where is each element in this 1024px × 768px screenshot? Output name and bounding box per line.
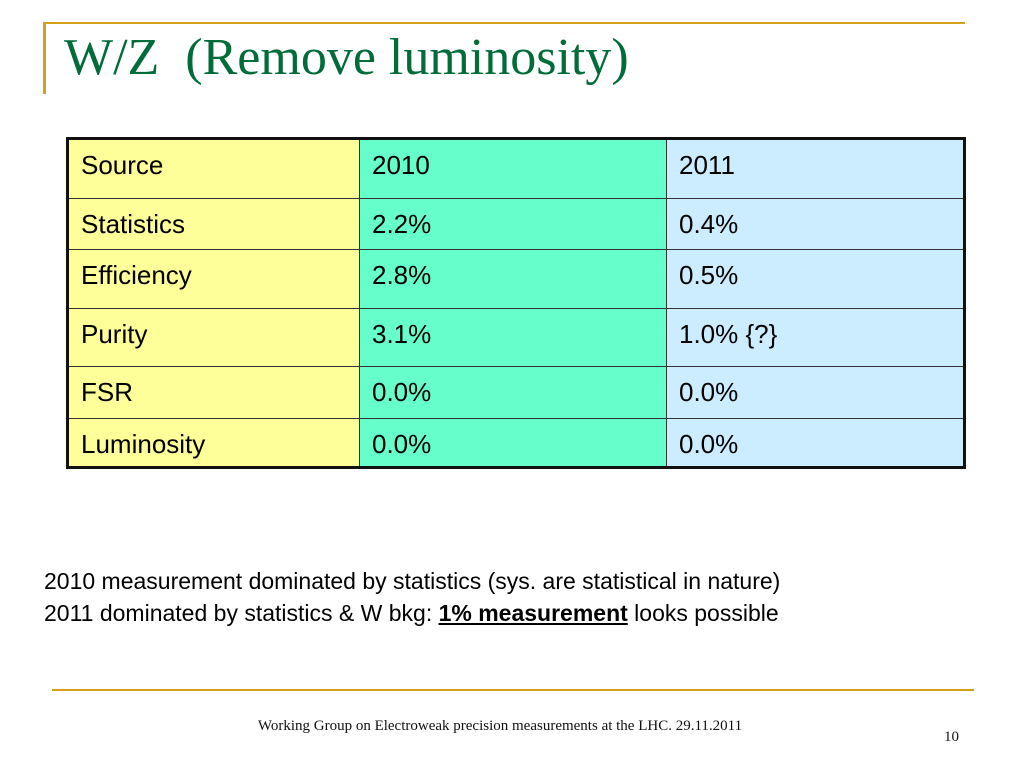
line2-prefix: 2011 dominated by statistics & W bkg: [44, 600, 439, 626]
footer-text: Working Group on Electroweak precision m… [257, 718, 743, 734]
row-source: Efficiency [67, 249, 360, 309]
row-2011: 0.4% [666, 198, 965, 250]
row-2010: 2.2% [359, 198, 667, 250]
row-2010: 0.0% [359, 366, 667, 419]
line2-suffix: looks possible [627, 600, 779, 626]
left-accent-line [43, 22, 46, 94]
conclusion-line-2: 2011 dominated by statistics & W bkg: 1%… [44, 597, 780, 629]
table-row: Luminosity 0.0% 0.0% [67, 418, 965, 468]
table-row: Purity 3.1% 1.0% {?} [67, 308, 965, 367]
header-2011: 2011 [666, 138, 965, 199]
slide-title: W/Z (Remove luminosity) [64, 29, 629, 86]
row-2010: 2.8% [359, 249, 667, 309]
row-2010: 3.1% [359, 308, 667, 367]
table-header-row: Source 2010 2011 [67, 138, 965, 199]
line2-emphasis: 1% measurement [438, 600, 628, 626]
row-2011: 0.0% [666, 366, 965, 419]
row-source: FSR [67, 366, 360, 419]
row-2011: 0.0% [666, 418, 965, 468]
header-2010: 2010 [359, 138, 667, 199]
header-source: Source [67, 138, 360, 199]
row-2010: 0.0% [359, 418, 667, 468]
row-2011: 1.0% {?} [666, 308, 965, 367]
conclusion-line-1: 2010 measurement dominated by statistics… [44, 568, 781, 594]
table-row: Efficiency 2.8% 0.5% [67, 249, 965, 309]
systematics-table: Source 2010 2011 Statistics 2.2% 0.4% Ef… [66, 137, 966, 469]
row-2011: 0.5% [666, 249, 965, 309]
page-number: 10 [944, 729, 959, 745]
row-source: Luminosity [67, 418, 360, 468]
row-source: Statistics [67, 198, 360, 250]
conclusion-text: 2010 measurement dominated by statistics… [44, 565, 780, 629]
table-row: Statistics 2.2% 0.4% [67, 198, 965, 250]
table-row: FSR 0.0% 0.0% [67, 366, 965, 419]
top-accent-line [43, 22, 965, 24]
bottom-accent-line [52, 689, 974, 691]
row-source: Purity [67, 308, 360, 367]
